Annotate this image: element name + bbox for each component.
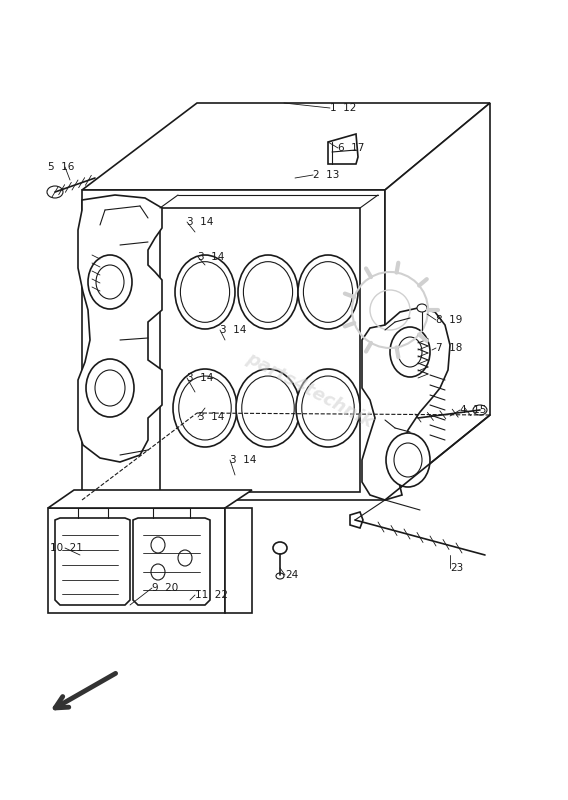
Text: 3  14: 3 14	[187, 217, 214, 227]
Text: 3  14: 3 14	[220, 325, 247, 335]
Ellipse shape	[151, 564, 165, 580]
Ellipse shape	[86, 359, 134, 417]
Ellipse shape	[179, 376, 231, 440]
Text: 2  13: 2 13	[313, 170, 339, 180]
Polygon shape	[225, 508, 252, 613]
Text: 10  21: 10 21	[50, 543, 83, 553]
Text: 3  14: 3 14	[198, 412, 224, 422]
Polygon shape	[328, 134, 358, 164]
Ellipse shape	[242, 376, 294, 440]
Ellipse shape	[181, 262, 229, 322]
Text: 7  18: 7 18	[436, 343, 462, 353]
Text: 5  16: 5 16	[48, 162, 74, 172]
Ellipse shape	[386, 433, 430, 487]
Ellipse shape	[244, 262, 293, 322]
Polygon shape	[350, 512, 363, 528]
Polygon shape	[385, 103, 490, 500]
Ellipse shape	[296, 369, 360, 447]
Ellipse shape	[390, 327, 430, 377]
Ellipse shape	[303, 262, 353, 322]
Ellipse shape	[394, 443, 422, 477]
Text: 6  17: 6 17	[338, 143, 365, 153]
Polygon shape	[82, 190, 385, 500]
Ellipse shape	[236, 369, 300, 447]
Text: 24: 24	[285, 570, 298, 580]
Polygon shape	[362, 308, 450, 500]
Text: 3  14: 3 14	[198, 252, 224, 262]
Ellipse shape	[151, 537, 165, 553]
Ellipse shape	[398, 337, 422, 367]
Ellipse shape	[273, 542, 287, 554]
Text: 3  14: 3 14	[230, 455, 256, 465]
Text: 8  19: 8 19	[436, 315, 462, 325]
Ellipse shape	[173, 369, 237, 447]
Ellipse shape	[417, 304, 427, 312]
Text: 11  22: 11 22	[195, 590, 228, 600]
Ellipse shape	[178, 550, 192, 566]
Polygon shape	[48, 490, 252, 508]
Text: 4  15: 4 15	[460, 405, 486, 415]
Polygon shape	[82, 103, 490, 190]
Ellipse shape	[298, 255, 358, 329]
Text: parts4technik: parts4technik	[244, 349, 377, 431]
Ellipse shape	[95, 370, 125, 406]
Text: 9  20: 9 20	[152, 583, 178, 593]
Ellipse shape	[276, 573, 284, 579]
Ellipse shape	[238, 255, 298, 329]
Polygon shape	[78, 195, 162, 462]
Text: 23: 23	[450, 563, 463, 573]
Ellipse shape	[175, 255, 235, 329]
Text: 1  12: 1 12	[330, 103, 356, 113]
Ellipse shape	[96, 265, 124, 299]
Text: 3  14: 3 14	[187, 373, 214, 383]
Ellipse shape	[88, 255, 132, 309]
Polygon shape	[48, 508, 225, 613]
Polygon shape	[133, 518, 210, 605]
Ellipse shape	[473, 405, 487, 415]
Ellipse shape	[302, 376, 354, 440]
Polygon shape	[55, 518, 130, 605]
Polygon shape	[160, 208, 360, 492]
Ellipse shape	[47, 186, 63, 198]
